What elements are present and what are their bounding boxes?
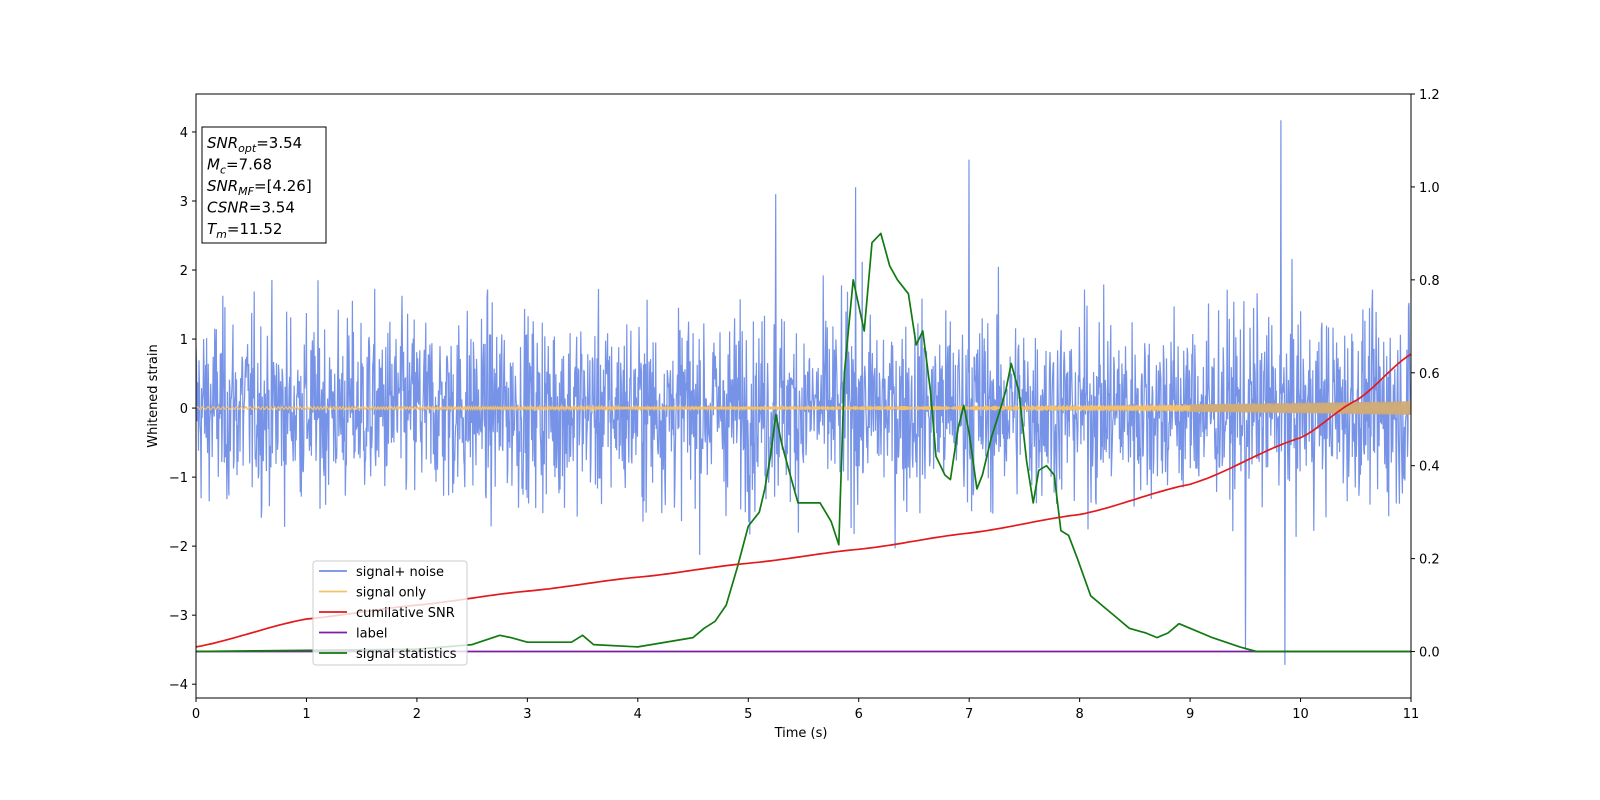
y-right-tick-label: 0.0 [1419, 646, 1440, 661]
legend-entry: signal statistics [356, 647, 457, 662]
x-tick-label: 8 [1075, 707, 1083, 722]
y-right-tick-label: 0.2 [1419, 553, 1440, 568]
y-left-tick-label: −2 [169, 540, 188, 555]
x-tick-label: 2 [413, 707, 421, 722]
y-right-tick-label: 0.6 [1419, 367, 1440, 382]
plot-frame [195, 93, 1412, 699]
legend-frame [312, 560, 468, 666]
x-tick-label: 3 [523, 707, 531, 722]
series-signal-noise [196, 120, 1411, 665]
y-left-tick-label: 1 [180, 333, 188, 348]
legend-entry: signal only [356, 586, 426, 601]
x-tick-label: 1 [302, 707, 310, 722]
y-left-tick-label: 0 [180, 402, 188, 417]
y-right-tick-label: 0.4 [1419, 460, 1440, 475]
signal-only-envelope [1190, 401, 1411, 415]
x-tick-label: 9 [1186, 707, 1194, 722]
y-left-tick-label: 3 [180, 195, 188, 210]
y-right-tick-label: 1.2 [1419, 88, 1440, 103]
axes-layer: 0 1 2 3 4 5 6 7 8 9 10 11 −4 −3 −2 −1 0 1 2 3 4 0.0 0.2 0.4 0.6 0… [169, 88, 1440, 722]
info-line: Tm=11.52 [207, 220, 282, 241]
y-right-tick-label: 1.0 [1419, 181, 1440, 196]
info-line: Mc=7.68 [207, 156, 272, 177]
legend-entry: signal+ noise [356, 565, 444, 580]
x-tick-label: 6 [855, 707, 863, 722]
y-left-tick-label: 4 [180, 126, 188, 141]
series-signal-statistics [196, 232, 1411, 653]
y-right-tick-label: 0.8 [1419, 274, 1440, 289]
x-tick-label: 0 [192, 707, 200, 722]
x-tick-label: 11 [1403, 707, 1420, 722]
y-left-tick-label: −3 [169, 609, 188, 624]
legend-entry: label [356, 627, 387, 642]
x-tick-label: 5 [744, 707, 752, 722]
y-left-tick-label: −4 [169, 678, 188, 693]
y-axis-label: Whitened strain [146, 344, 161, 447]
x-tick-label: 4 [634, 707, 642, 722]
legend-entry: cumilative SNR [356, 606, 455, 621]
info-box-frame [201, 126, 327, 244]
series-layer [196, 120, 1411, 665]
x-tick-label: 10 [1292, 707, 1309, 722]
x-axis-label: Time (s) [774, 726, 828, 741]
info-line: SNRMF=[4.26] [207, 177, 312, 198]
y-left-tick-label: −1 [169, 471, 188, 486]
x-tick-label: 7 [965, 707, 973, 722]
legend: signal+ noise signal only cumilative SNR la… [312, 560, 468, 666]
y-left-tick-label: 2 [180, 264, 188, 279]
info-line: SNRopt=3.54 [207, 134, 302, 155]
info-line: CSNR=3.54 [207, 199, 295, 217]
